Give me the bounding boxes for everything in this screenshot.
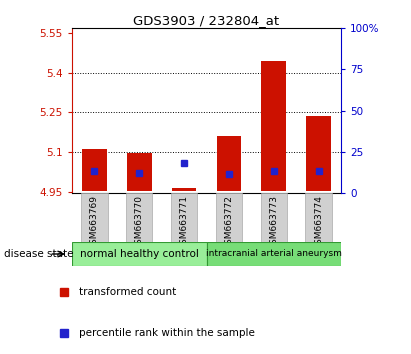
Title: GDS3903 / 232804_at: GDS3903 / 232804_at — [134, 14, 279, 27]
Bar — [206, 242, 341, 266]
Text: GSM663769: GSM663769 — [90, 195, 99, 250]
Text: intracranial arterial aneurysm: intracranial arterial aneurysm — [206, 250, 342, 258]
Bar — [126, 193, 152, 242]
Text: GSM663773: GSM663773 — [269, 195, 278, 250]
Text: disease state: disease state — [4, 249, 74, 259]
Text: GSM663771: GSM663771 — [180, 195, 189, 250]
Bar — [172, 188, 196, 191]
Bar — [305, 193, 332, 242]
Bar — [82, 149, 107, 191]
Text: transformed count: transformed count — [79, 287, 177, 297]
Text: percentile rank within the sample: percentile rank within the sample — [79, 327, 255, 338]
Bar — [171, 193, 197, 242]
Bar — [72, 242, 206, 266]
Bar — [217, 136, 241, 191]
Text: GSM663770: GSM663770 — [135, 195, 144, 250]
Bar — [81, 193, 108, 242]
Text: GSM663772: GSM663772 — [224, 195, 233, 250]
Bar — [216, 193, 242, 242]
Text: GSM663774: GSM663774 — [314, 195, 323, 250]
Text: normal healthy control: normal healthy control — [80, 249, 199, 259]
Bar — [261, 61, 286, 191]
Bar — [306, 116, 331, 191]
Bar — [261, 193, 287, 242]
Bar — [127, 153, 152, 191]
